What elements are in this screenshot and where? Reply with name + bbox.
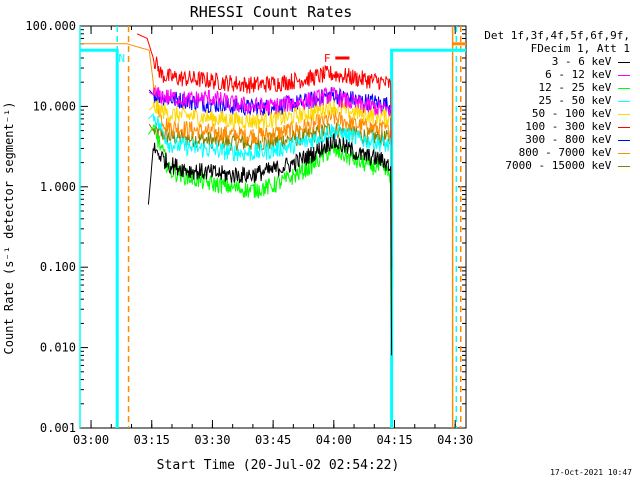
legend-header: FDecim 1, Att 1 <box>530 42 630 55</box>
legend-swatch <box>618 74 630 76</box>
legend-item: 3 - 6 keV <box>552 56 630 68</box>
x-tick-label: 04:00 <box>316 433 352 447</box>
legend-item: 800 - 7000 keV <box>519 147 630 159</box>
plot-area: 0.001 0.010 0.100 1.000 10.000 100.000 03:00 03… <box>25 19 473 447</box>
legend-item: 6 - 12 keV <box>545 69 630 81</box>
y-axis-label: Count Rate (s⁻¹ detector segment⁻¹) <box>2 102 16 355</box>
legend-item-label: 6 - 12 keV <box>545 68 618 81</box>
legend-item: 100 - 300 keV <box>525 121 630 133</box>
legend-item-label: 50 - 100 keV <box>531 107 618 120</box>
legend-item: 300 - 800 keV <box>525 134 630 146</box>
legend-swatch <box>618 100 630 102</box>
legend-item-label: 7000 - 15000 keV <box>505 159 618 172</box>
y-tick-label: 100.000 <box>25 19 76 33</box>
legend-item-label: 300 - 800 keV <box>525 133 618 146</box>
legend-swatch <box>618 87 630 89</box>
legend-item-label: 12 - 25 keV <box>538 81 618 94</box>
annotation-label: F <box>324 52 331 65</box>
series-line <box>147 133 393 356</box>
legend-swatch <box>618 126 630 128</box>
y-tick-label: 0.010 <box>40 341 76 355</box>
series-line <box>148 113 393 324</box>
legend-item: 25 - 50 keV <box>539 95 630 107</box>
y-tick-label: 0.100 <box>40 260 76 274</box>
series-line <box>136 33 393 268</box>
series-line <box>80 43 393 310</box>
legend-header: Det 1f,3f,4f,5f,6f,9f, <box>484 29 630 42</box>
legend-item-label: 100 - 300 keV <box>525 120 618 133</box>
legend-swatch <box>618 165 630 167</box>
legend-item: 50 - 100 keV <box>532 108 630 120</box>
attenuator-line <box>390 48 466 428</box>
legend-swatch <box>618 152 630 154</box>
legend-item: 7000 - 15000 keV <box>505 160 630 172</box>
x-tick-label: 03:15 <box>134 433 170 447</box>
legend-item-label: 3 - 6 keV <box>551 55 618 68</box>
legend-swatch <box>618 139 630 141</box>
chart-title: RHESSI Count Rates <box>190 3 353 21</box>
x-axis-label: Start Time (20-Jul-02 02:54:22) <box>157 458 400 473</box>
series-line <box>148 97 392 130</box>
legend-swatch <box>618 61 630 63</box>
legend-item-label: 25 - 50 keV <box>538 94 618 107</box>
annotation-label: N <box>118 52 125 65</box>
series-line <box>148 86 392 117</box>
x-tick-label: 04:30 <box>437 433 473 447</box>
x-tick-label: 04:15 <box>376 433 412 447</box>
legend-swatch <box>618 113 630 115</box>
y-tick-label: 1.000 <box>40 180 76 194</box>
y-tick-label: 10.000 <box>33 99 76 113</box>
legend-item-label: 800 - 7000 keV <box>518 146 618 159</box>
x-tick-label: 03:00 <box>73 433 109 447</box>
timestamp-footer: 17-Oct-2021 10:47 <box>550 468 632 477</box>
y-tick-label: 0.001 <box>40 421 76 435</box>
legend-item: 12 - 25 keV <box>539 82 630 94</box>
x-tick-label: 03:30 <box>194 433 230 447</box>
attenuator-line <box>80 48 119 428</box>
plot-frame <box>79 25 467 429</box>
x-tick-label: 03:45 <box>255 433 291 447</box>
